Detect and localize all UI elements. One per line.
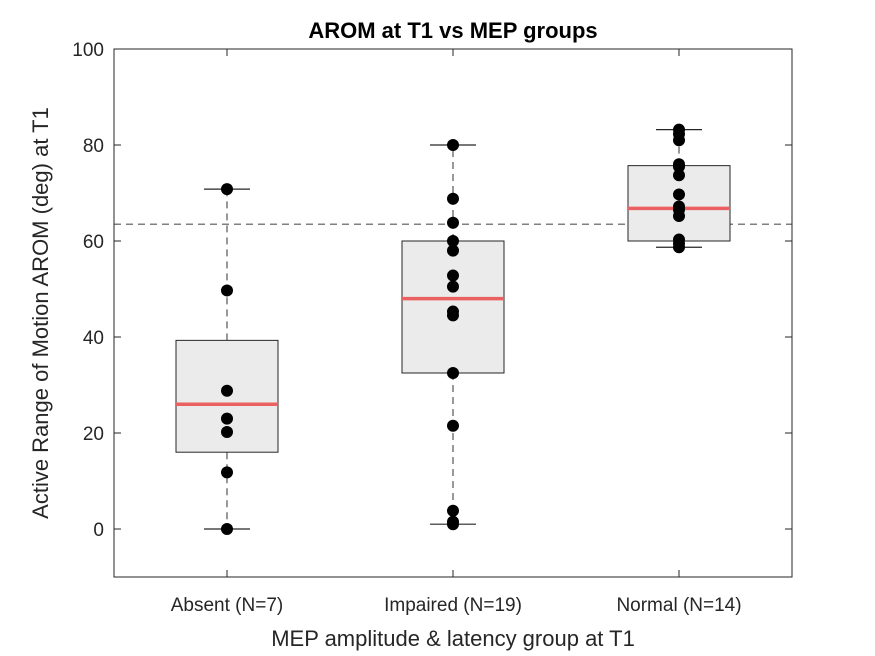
data-point bbox=[673, 233, 685, 246]
data-point bbox=[673, 158, 685, 171]
y-tick-label: 60 bbox=[83, 232, 104, 253]
data-point bbox=[447, 216, 459, 229]
data-point bbox=[673, 123, 685, 136]
data-point bbox=[447, 419, 459, 432]
data-point bbox=[221, 466, 233, 479]
data-point bbox=[221, 284, 233, 297]
data-point bbox=[447, 235, 459, 247]
y-tick-label: 0 bbox=[93, 520, 104, 541]
x-tick-label: Normal (N=14) bbox=[616, 595, 741, 616]
data-point bbox=[673, 188, 685, 201]
data-point bbox=[447, 504, 459, 517]
data-point bbox=[673, 200, 685, 213]
data-point bbox=[221, 426, 233, 439]
x-tick-label: Absent (N=7) bbox=[171, 595, 283, 616]
data-point bbox=[447, 244, 459, 257]
data-point bbox=[447, 269, 459, 282]
data-point bbox=[221, 412, 233, 425]
data-point bbox=[447, 192, 459, 205]
y-axis-title: Active Range of Motion AROM (deg) at T1 bbox=[28, 107, 53, 519]
data-point bbox=[221, 183, 233, 196]
data-point bbox=[221, 523, 233, 535]
data-point bbox=[673, 169, 685, 182]
x-tick-label: Impaired (N=19) bbox=[384, 595, 522, 616]
chart-title: AROM at T1 vs MEP groups bbox=[308, 18, 597, 43]
data-point bbox=[221, 384, 233, 397]
data-point bbox=[447, 280, 459, 293]
y-tick-label: 40 bbox=[83, 328, 104, 349]
data-point bbox=[447, 515, 459, 528]
y-tick-label: 20 bbox=[83, 424, 104, 445]
data-point bbox=[447, 139, 459, 151]
x-axis-title: MEP amplitude & latency group at T1 bbox=[271, 626, 635, 651]
data-point bbox=[447, 367, 459, 379]
y-tick-label: 100 bbox=[72, 40, 104, 61]
data-point bbox=[447, 305, 459, 318]
y-tick-label: 80 bbox=[83, 136, 104, 157]
